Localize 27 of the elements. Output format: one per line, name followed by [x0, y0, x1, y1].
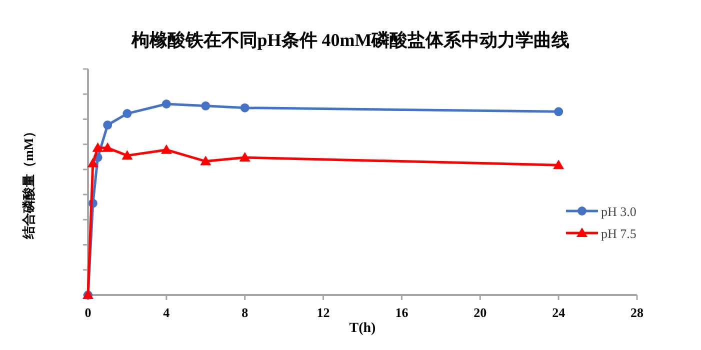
point — [122, 150, 133, 160]
point — [160, 144, 172, 154]
y-axis-title: 结合磷酸量（mM） — [21, 124, 36, 240]
point — [122, 109, 132, 118]
legend-label: pH 3.0 — [601, 204, 636, 219]
point — [240, 103, 250, 112]
x-tick-label: 4 — [163, 305, 170, 320]
point — [200, 156, 212, 166]
point — [554, 107, 564, 116]
point — [102, 142, 114, 152]
point — [87, 158, 98, 168]
point — [103, 120, 112, 130]
point — [553, 160, 564, 170]
x-tick-label: 20 — [474, 305, 487, 320]
x-tick-label: 0 — [84, 305, 92, 320]
point — [92, 142, 104, 152]
x-tick-label: 8 — [242, 305, 249, 320]
legend-label: pH 7.5 — [601, 226, 636, 241]
x-tick-label: 24 — [552, 305, 566, 320]
x-tick-label: 28 — [630, 305, 644, 320]
x-tick-label: 16 — [395, 305, 409, 320]
chart-title: 枸橼酸铁在不同pH条件 40mM磷酸盐体系中动力学曲线 — [130, 30, 570, 50]
x-tick-label: 12 — [316, 305, 330, 320]
point — [201, 101, 210, 110]
x-axis-title: T(h) — [349, 321, 376, 336]
point — [162, 100, 171, 108]
point — [239, 152, 250, 162]
